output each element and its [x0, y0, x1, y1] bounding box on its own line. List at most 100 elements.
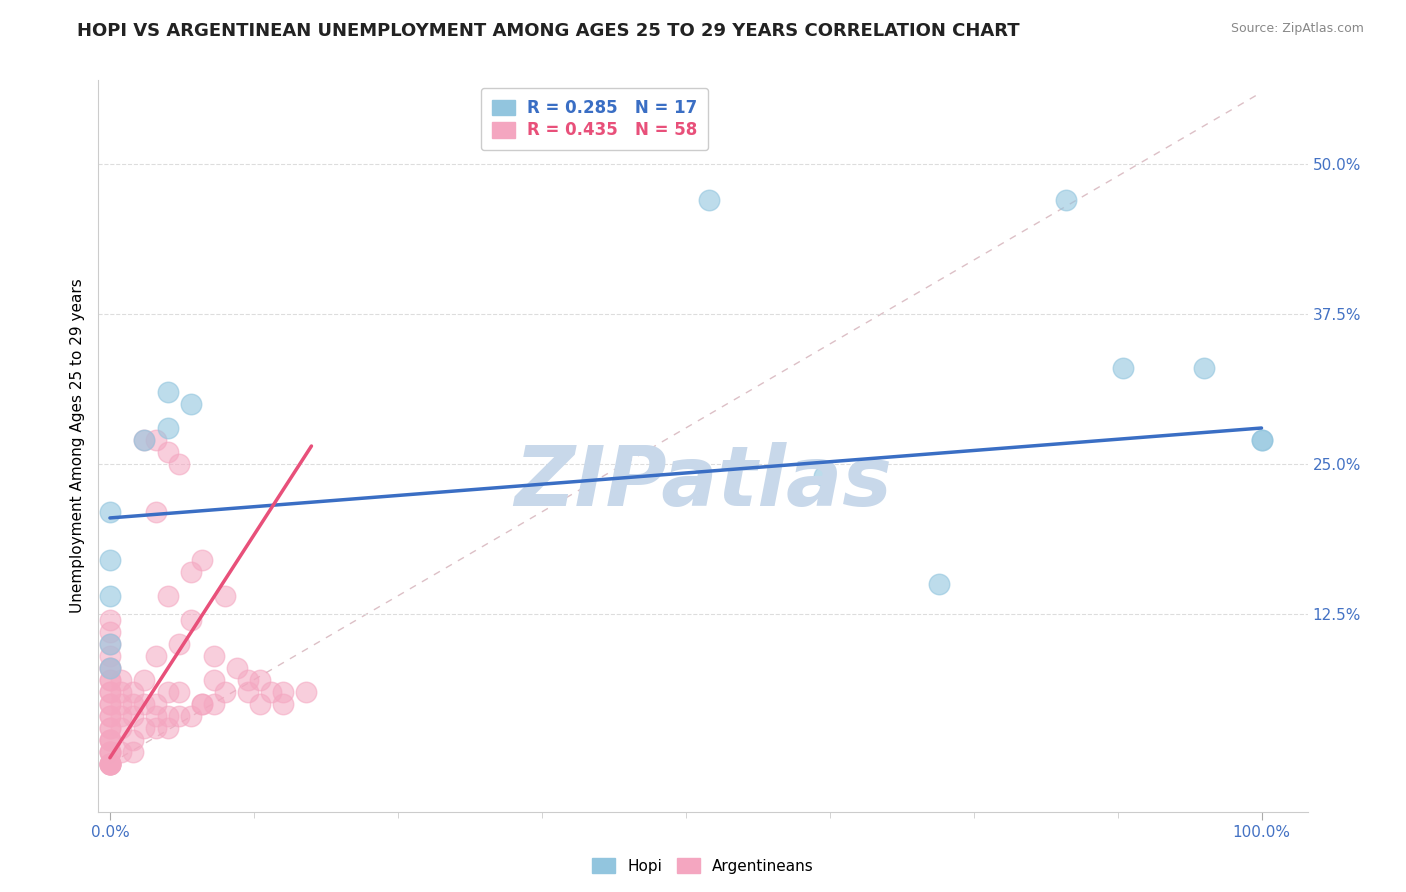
Point — [98, 697, 121, 711]
Point — [145, 721, 167, 735]
Point — [1112, 361, 1135, 376]
Point — [98, 756, 121, 771]
Point — [122, 745, 145, 759]
Point — [98, 637, 121, 651]
Point — [156, 721, 179, 735]
Point — [156, 445, 179, 459]
Point — [156, 708, 179, 723]
Text: HOPI VS ARGENTINEAN UNEMPLOYMENT AMONG AGES 25 TO 29 YEARS CORRELATION CHART: HOPI VS ARGENTINEAN UNEMPLOYMENT AMONG A… — [77, 22, 1019, 40]
Point — [98, 721, 121, 735]
Point — [180, 565, 202, 579]
Point — [249, 673, 271, 687]
Point — [122, 708, 145, 723]
Point — [98, 732, 121, 747]
Point — [1250, 433, 1272, 447]
Point — [167, 637, 190, 651]
Point — [98, 697, 121, 711]
Point — [156, 685, 179, 699]
Point — [98, 756, 121, 771]
Point — [98, 505, 121, 519]
Point — [134, 433, 156, 447]
Point — [98, 732, 121, 747]
Point — [1054, 193, 1077, 207]
Point — [134, 673, 156, 687]
Point — [98, 708, 121, 723]
Point — [145, 648, 167, 663]
Point — [110, 745, 132, 759]
Legend: Hopi, Argentineans: Hopi, Argentineans — [586, 852, 820, 880]
Point — [98, 721, 121, 735]
Point — [236, 685, 259, 699]
Point — [134, 697, 156, 711]
Point — [180, 397, 202, 411]
Point — [236, 673, 259, 687]
Point — [98, 648, 121, 663]
Point — [180, 708, 202, 723]
Point — [260, 685, 283, 699]
Point — [145, 697, 167, 711]
Point — [928, 577, 950, 591]
Point — [156, 385, 179, 400]
Legend: R = 0.285   N = 17, R = 0.435   N = 58: R = 0.285 N = 17, R = 0.435 N = 58 — [481, 88, 707, 150]
Point — [98, 589, 121, 603]
Point — [214, 685, 236, 699]
Point — [110, 708, 132, 723]
Point — [110, 721, 132, 735]
Point — [214, 589, 236, 603]
Point — [98, 673, 121, 687]
Point — [110, 685, 132, 699]
Point — [202, 697, 225, 711]
Point — [98, 708, 121, 723]
Point — [145, 505, 167, 519]
Point — [271, 697, 294, 711]
Point — [98, 756, 121, 771]
Point — [122, 697, 145, 711]
Point — [98, 745, 121, 759]
Point — [98, 745, 121, 759]
Text: Source: ZipAtlas.com: Source: ZipAtlas.com — [1230, 22, 1364, 36]
Point — [156, 421, 179, 435]
Point — [98, 624, 121, 639]
Point — [180, 613, 202, 627]
Point — [145, 433, 167, 447]
Point — [98, 613, 121, 627]
Point — [110, 697, 132, 711]
Point — [98, 661, 121, 675]
Point — [98, 745, 121, 759]
Point — [98, 661, 121, 675]
Point — [191, 553, 214, 567]
Point — [813, 469, 835, 483]
Point — [122, 732, 145, 747]
Point — [225, 661, 247, 675]
Point — [191, 697, 214, 711]
Point — [98, 732, 121, 747]
Point — [145, 708, 167, 723]
Point — [98, 661, 121, 675]
Point — [697, 193, 720, 207]
Point — [134, 721, 156, 735]
Text: ZIPatlas: ZIPatlas — [515, 442, 891, 523]
Point — [156, 589, 179, 603]
Point — [1250, 433, 1272, 447]
Y-axis label: Unemployment Among Ages 25 to 29 years: Unemployment Among Ages 25 to 29 years — [69, 278, 84, 614]
Point — [1192, 361, 1215, 376]
Point — [249, 697, 271, 711]
Point — [98, 756, 121, 771]
Point — [98, 685, 121, 699]
Point — [271, 685, 294, 699]
Point — [167, 457, 190, 471]
Point — [134, 433, 156, 447]
Point — [98, 685, 121, 699]
Point — [167, 685, 190, 699]
Point — [98, 673, 121, 687]
Point — [98, 756, 121, 771]
Point — [294, 685, 316, 699]
Point — [122, 685, 145, 699]
Point — [191, 697, 214, 711]
Point — [202, 648, 225, 663]
Point — [98, 756, 121, 771]
Point — [110, 673, 132, 687]
Point — [167, 708, 190, 723]
Point — [98, 553, 121, 567]
Point — [202, 673, 225, 687]
